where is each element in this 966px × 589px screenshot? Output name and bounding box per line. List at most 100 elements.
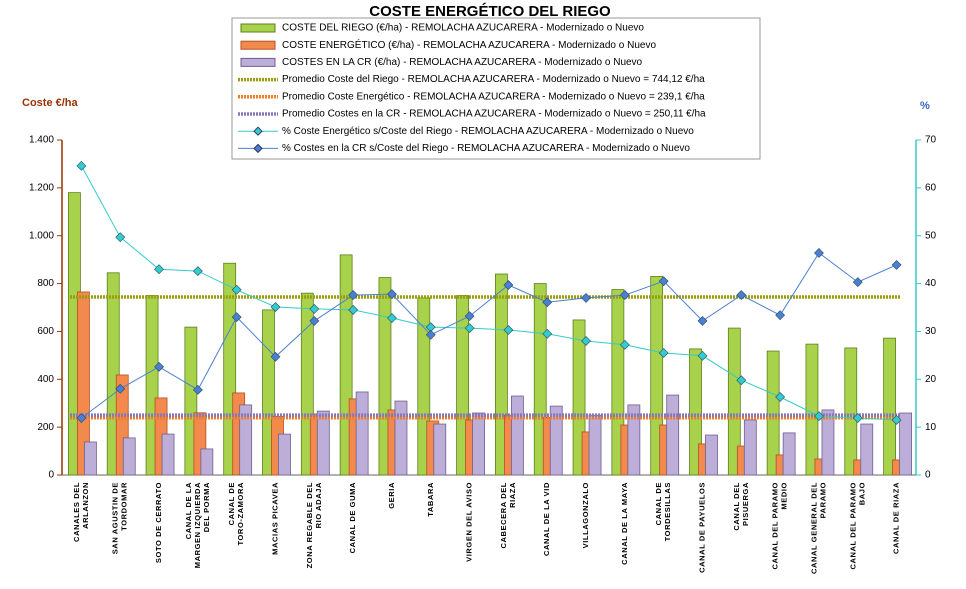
bar [77,291,90,476]
line-marker [76,160,87,171]
legend-box [231,17,761,160]
x-tick-label: CANALES DEL ARLANZON [72,482,90,542]
y2-tick-label: 10 [925,422,937,433]
line-marker [348,304,359,315]
y2-tick-label: 40 [925,278,937,289]
line-marker [891,415,902,425]
line-marker [154,264,164,275]
legend-label: COSTE DEL RIEGO (€/ha) - REMOLACHA AZUCA… [282,23,644,34]
line-marker [270,302,281,312]
bar [433,423,447,476]
line-marker [503,280,514,290]
line-marker [736,290,747,300]
bar [860,423,874,476]
legend-label: Promedio Coste del Riego - REMOLACHA AZU… [282,74,705,85]
y2-tick-label: 20 [925,374,937,385]
legend-label: Promedio Costes en la CR - REMOLACHA AZU… [282,109,706,120]
line-marker [464,323,475,334]
legend-swatch [240,23,276,33]
line-marker [231,312,242,322]
legend-swatch [240,57,276,67]
x-tick-label: SAN AGUSTIN DE TORDOMAR [111,482,129,554]
y-tick-label: 1.200 [29,182,54,193]
bar [161,433,175,476]
bar [122,437,136,476]
bar [883,337,896,476]
y2-tick-label: 0 [925,470,931,481]
bar [899,412,912,476]
bar [743,419,757,476]
line-marker [309,304,320,314]
line-marker [464,311,475,322]
y-tick-label: 1.400 [29,135,54,146]
bar [705,434,718,476]
bar [821,409,835,476]
y-tick-label: 1.000 [29,230,54,241]
x-tick-label: CANAL DEL PARAMO BAJO [848,482,866,570]
bar [355,391,369,476]
line-marker [814,248,824,258]
line-marker [154,361,164,372]
bar [782,432,796,476]
line-marker [697,350,708,361]
line-marker [891,259,902,270]
line-marker [658,276,669,287]
bar [472,412,485,476]
legend-swatch [240,40,276,50]
x-tick-label: CANAL DE PAYUELOS [697,482,706,573]
line-marker [231,284,242,295]
legend-label: COSTE ENERGÉTICO (€/ha) - REMOLACHA AZUC… [282,38,656,51]
bar [278,433,291,476]
line-marker [192,266,203,277]
line-marker [348,290,359,300]
x-tick-label: CANAL DEL PARAMO MEDIO [771,482,789,570]
line-marker [775,310,786,321]
bar [844,347,858,476]
line-series [81,252,897,419]
line-marker [697,315,708,326]
bar [549,405,563,476]
x-tick-label: CANAL DE LA MARGEN IZQUIERDA DEL PORMA [184,482,211,571]
x-tick-label: SOTO DE CERRATO [154,482,163,563]
legend-label: % Coste Energético s/Coste del Riego - R… [282,126,694,137]
line-marker [192,384,203,395]
y-tick-label: 800 [37,278,54,289]
x-tick-label: VILLAGONZALO [581,482,590,548]
line-marker [387,313,397,323]
bar [666,394,680,476]
x-tick-label: GERIA [387,482,396,509]
legend-label: % Costes en la CR s/Coste del Riego - RE… [282,143,690,154]
line-marker [115,232,126,243]
bar [511,395,524,476]
bar [766,350,780,476]
legend-label: Promedio Coste Energético - REMOLACHA AZ… [282,91,705,102]
bar [805,343,819,476]
line-marker [619,290,630,300]
line-marker [581,336,591,346]
y-tick-label: 400 [37,374,54,385]
legend-label: COSTES EN LA CR (€/ha) - REMOLACHA AZUCA… [282,57,643,68]
x-tick-label: CANAL DEL PISUERGA [732,482,750,531]
bar [588,414,602,476]
chart-title: COSTE ENERGÉTICO DEL RIEGO [369,3,611,20]
x-tick-label: VIRGEN DEL AVISO [465,482,474,562]
y-axis-label: Coste €/ha [22,97,79,109]
y2-tick-label: 30 [925,326,937,337]
y2-tick-label: 50 [925,230,937,241]
x-tick-label: CANAL DE RIAZA [892,482,901,554]
bar [689,348,702,476]
line-marker [425,329,436,340]
line-marker [503,325,514,335]
y-tick-label: 0 [48,470,54,481]
line-marker [852,277,863,288]
x-tick-label: MACIAS PICAVEA [270,482,279,555]
y2-tick-label: 70 [925,135,937,146]
line-marker [542,297,553,308]
line-marker [658,348,669,358]
x-tick-label: CANAL GENERAL DEL PARAMO [809,482,827,574]
legend-marker [253,126,263,136]
y-tick-label: 200 [37,422,54,433]
x-tick-label: CANAL DE LA MAYA [620,482,629,565]
x-tick-label: ZONA REGABLE DEL RIO ADAJA [305,482,323,568]
